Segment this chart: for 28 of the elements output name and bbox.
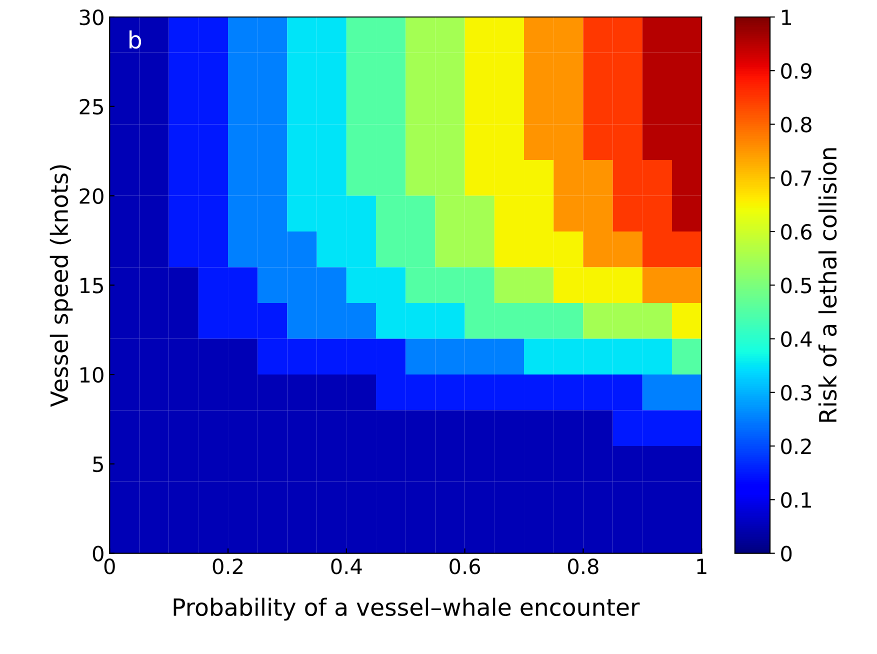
- color-bar-label: 0.5: [781, 278, 812, 294]
- color-bar-label: 0.2: [781, 438, 811, 454]
- y-axis-title: Vessel speed (knots): [50, 165, 73, 407]
- y-tick-label: 20: [80, 188, 104, 204]
- x-tick-label: 1: [697, 558, 706, 574]
- color-bar-title: Risk of a lethal collision: [818, 148, 837, 422]
- color-bar-label: 0.6: [781, 224, 812, 240]
- y-tick-label: 0: [92, 546, 104, 562]
- y-tick-label: 25: [80, 98, 103, 115]
- annotation: b: [130, 30, 142, 49]
- x-tick-label: 0.4: [331, 558, 362, 574]
- color-bar-label: 1: [782, 10, 792, 25]
- y-tick-label: 5: [93, 456, 103, 472]
- color-bar-label: 0.4: [781, 331, 812, 347]
- x-axis-title: Probability of a vessel–whale encounter: [174, 598, 640, 621]
- y-tick-label: 10: [80, 366, 104, 383]
- x-tick-label: 0.6: [450, 558, 480, 574]
- x-tick-label: 0.2: [212, 558, 242, 574]
- color-bar-label: 0: [781, 546, 792, 562]
- color-bar-label: 0.8: [781, 116, 812, 132]
- x-tick-label: 0.8: [568, 558, 598, 574]
- color-bar-label: 0.1: [781, 492, 811, 508]
- x-tick-label: 0: [104, 558, 115, 574]
- color-bar-label: 0.3: [781, 384, 812, 401]
- color-bar-label: 0.9: [781, 63, 812, 79]
- y-tick-label: 15: [80, 278, 103, 294]
- y-tick-label: 30: [80, 9, 104, 26]
- color-bar-label: 0.7: [781, 170, 812, 186]
